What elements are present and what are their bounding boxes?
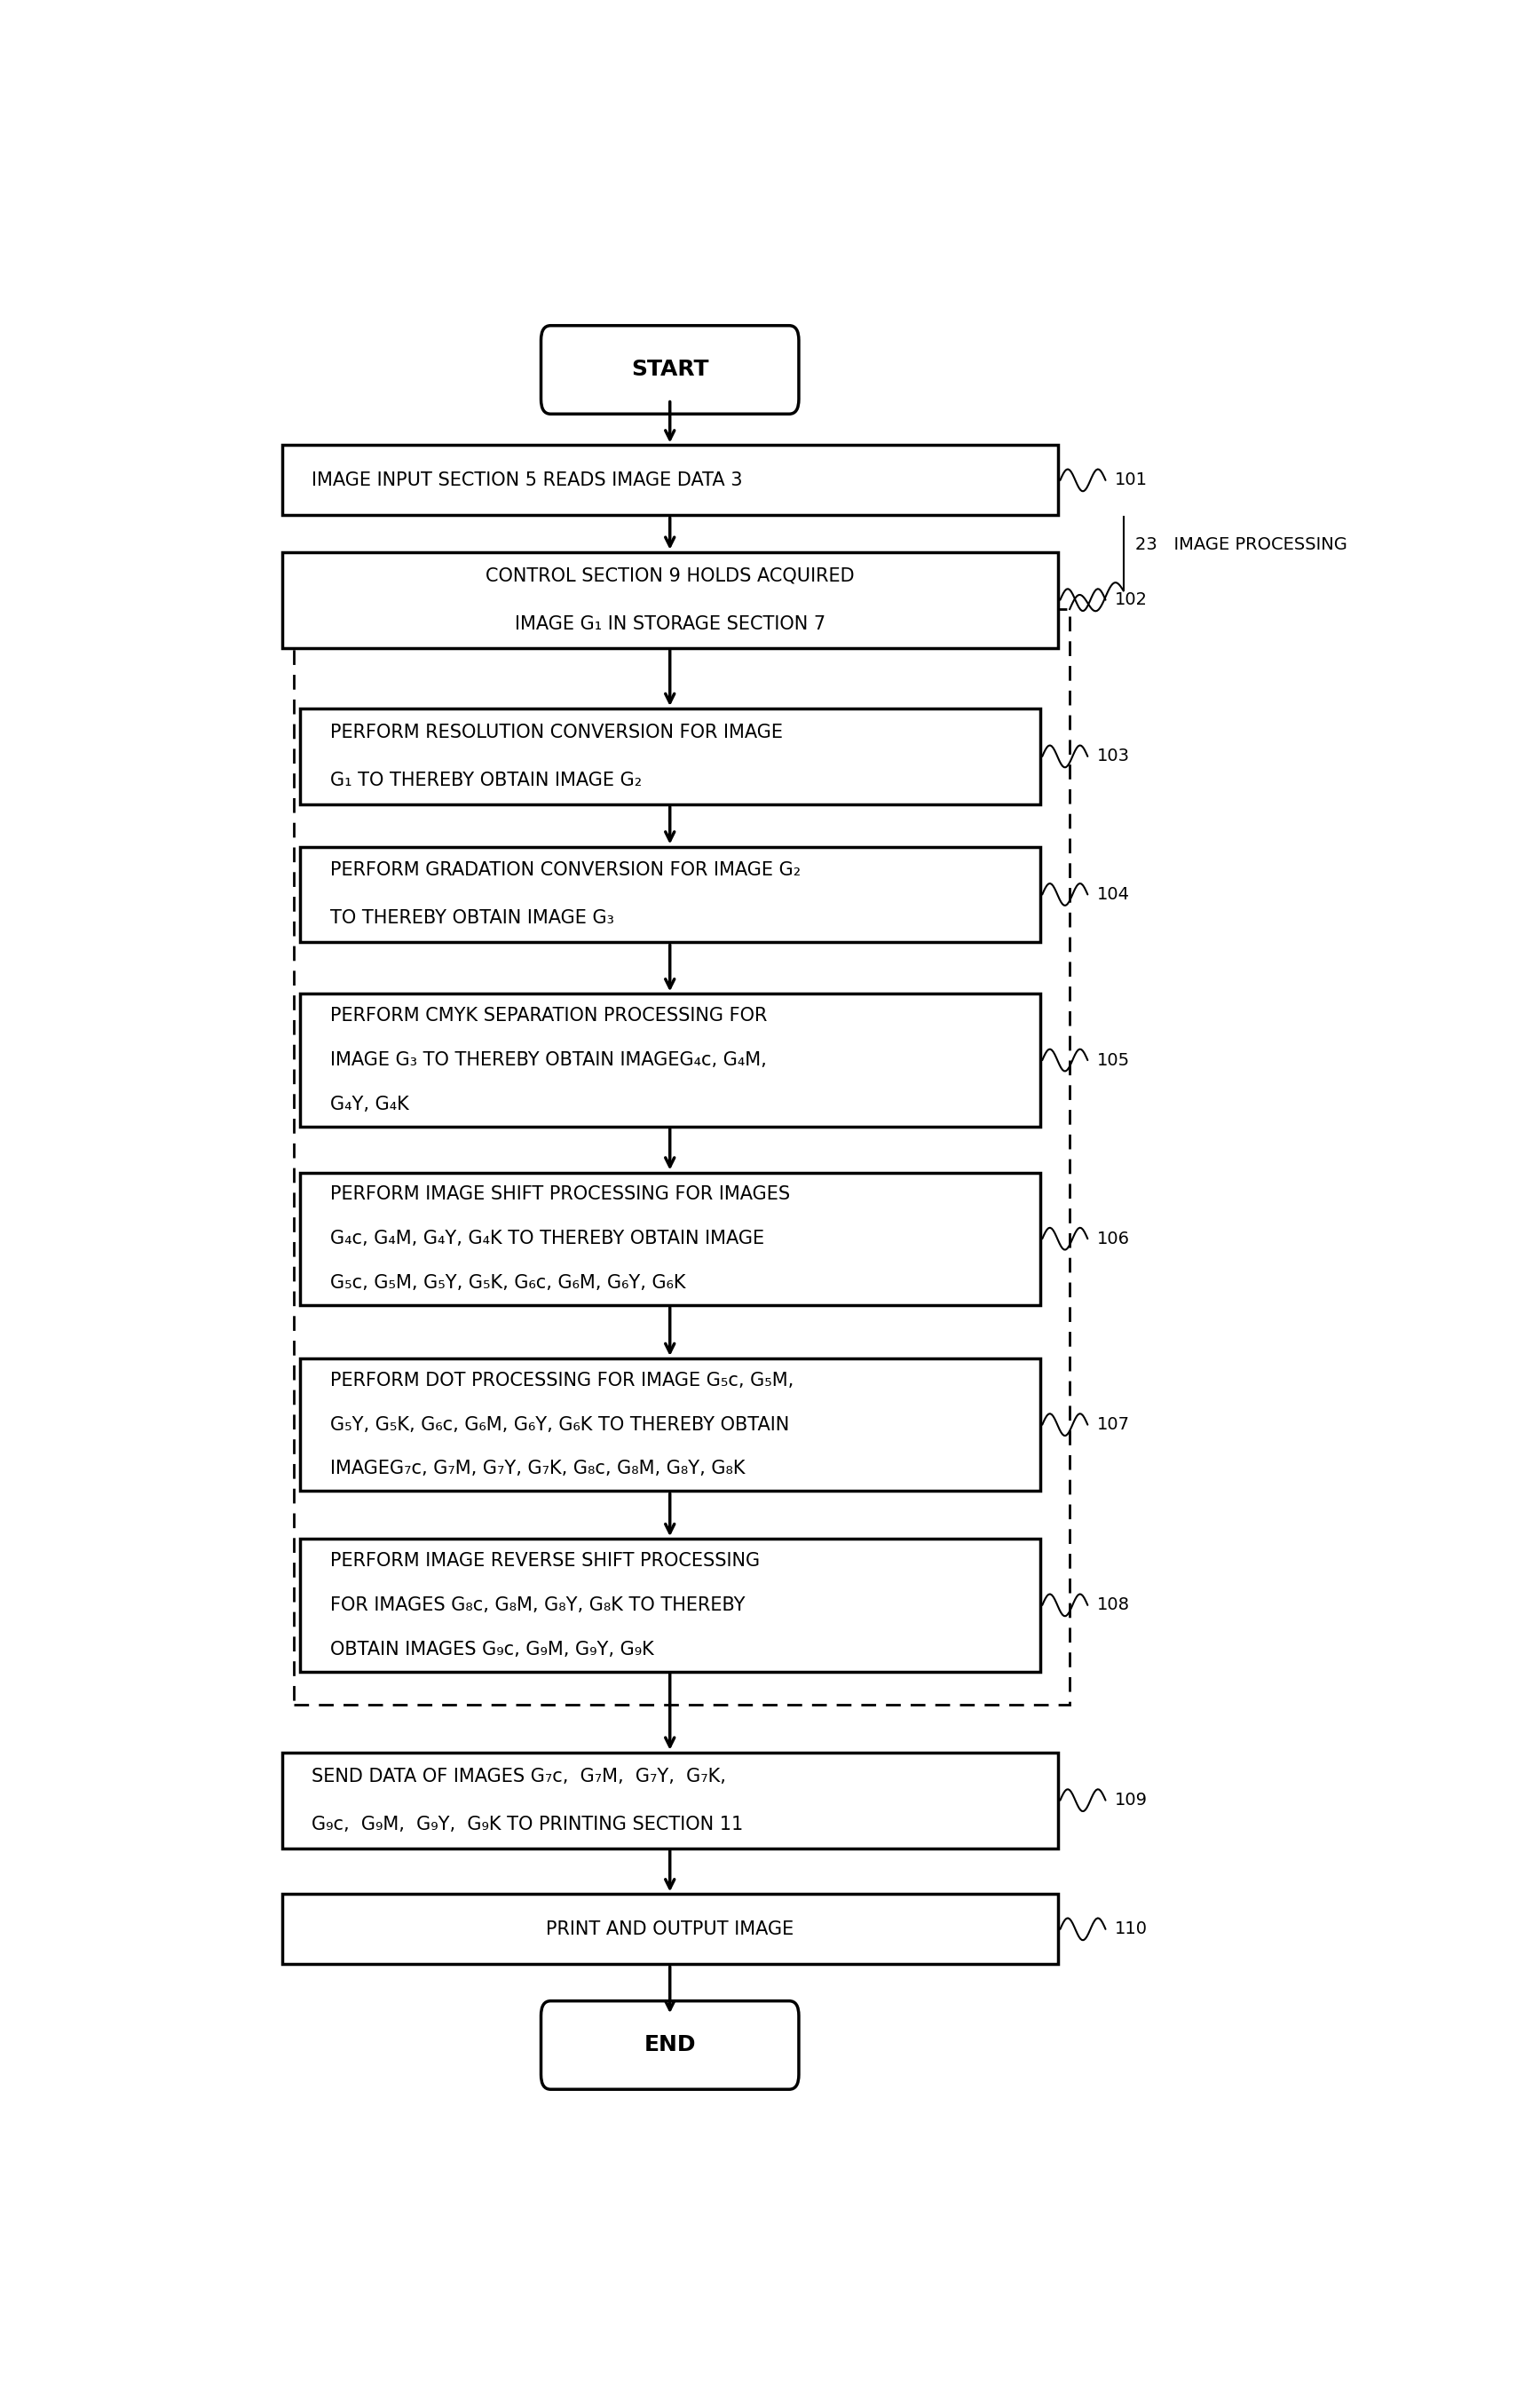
Bar <box>282 1753 1058 1848</box>
Bar <box>300 846 1040 942</box>
FancyBboxPatch shape <box>541 325 799 414</box>
Bar <box>300 1172 1040 1305</box>
Bar <box>294 610 1070 1705</box>
Text: PERFORM GRADATION CONVERSION FOR IMAGE G₂: PERFORM GRADATION CONVERSION FOR IMAGE G… <box>330 861 801 880</box>
Text: IMAGE G₁ IN STORAGE SECTION 7: IMAGE G₁ IN STORAGE SECTION 7 <box>514 614 825 634</box>
Text: PERFORM DOT PROCESSING FOR IMAGE G₅c, G₅M,: PERFORM DOT PROCESSING FOR IMAGE G₅c, G₅… <box>330 1372 793 1389</box>
Text: OBTAIN IMAGES G₉c, G₉M, G₉Y, G₉K: OBTAIN IMAGES G₉c, G₉M, G₉Y, G₉K <box>330 1640 653 1659</box>
Text: PERFORM CMYK SEPARATION PROCESSING FOR: PERFORM CMYK SEPARATION PROCESSING FOR <box>330 1007 767 1026</box>
Text: G₉c,  G₉M,  G₉Y,  G₉K TO PRINTING SECTION 11: G₉c, G₉M, G₉Y, G₉K TO PRINTING SECTION 1… <box>311 1815 744 1834</box>
Bar <box>300 995 1040 1126</box>
Text: PERFORM RESOLUTION CONVERSION FOR IMAGE: PERFORM RESOLUTION CONVERSION FOR IMAGE <box>330 724 782 741</box>
Text: END: END <box>644 2035 696 2056</box>
Text: 102: 102 <box>1115 591 1147 607</box>
Text: 107: 107 <box>1096 1415 1130 1432</box>
Text: 23   IMAGE PROCESSING: 23 IMAGE PROCESSING <box>1135 536 1348 552</box>
Text: PERFORM IMAGE REVERSE SHIFT PROCESSING: PERFORM IMAGE REVERSE SHIFT PROCESSING <box>330 1552 759 1571</box>
Text: 108: 108 <box>1096 1597 1130 1614</box>
Text: PERFORM IMAGE SHIFT PROCESSING FOR IMAGES: PERFORM IMAGE SHIFT PROCESSING FOR IMAGE… <box>330 1186 790 1203</box>
Text: 105: 105 <box>1096 1052 1130 1069</box>
Text: IMAGE G₃ TO THEREBY OBTAIN IMAGEG₄c, G₄M,: IMAGE G₃ TO THEREBY OBTAIN IMAGEG₄c, G₄M… <box>330 1052 767 1069</box>
Text: G₅Y, G₅K, G₆c, G₆M, G₆Y, G₆K TO THEREBY OBTAIN: G₅Y, G₅K, G₆c, G₆M, G₆Y, G₆K TO THEREBY … <box>330 1415 788 1435</box>
Text: 104: 104 <box>1096 887 1130 904</box>
Text: START: START <box>631 359 708 380</box>
Text: TO THEREBY OBTAIN IMAGE G₃: TO THEREBY OBTAIN IMAGE G₃ <box>330 909 613 928</box>
Bar <box>282 1894 1058 1963</box>
Text: IMAGE INPUT SECTION 5 READS IMAGE DATA 3: IMAGE INPUT SECTION 5 READS IMAGE DATA 3 <box>311 471 742 490</box>
Text: 101: 101 <box>1115 471 1147 488</box>
Text: 106: 106 <box>1096 1231 1130 1248</box>
Text: IMAGEG₇c, G₇M, G₇Y, G₇K, G₈c, G₈M, G₈Y, G₈K: IMAGEG₇c, G₇M, G₇Y, G₇K, G₈c, G₈M, G₈Y, … <box>330 1461 745 1478</box>
FancyBboxPatch shape <box>541 2001 799 2090</box>
Text: SEND DATA OF IMAGES G₇c,  G₇M,  G₇Y,  G₇K,: SEND DATA OF IMAGES G₇c, G₇M, G₇Y, G₇K, <box>311 1767 727 1786</box>
Bar <box>300 1540 1040 1671</box>
Text: 103: 103 <box>1096 748 1130 765</box>
Text: FOR IMAGES G₈c, G₈M, G₈Y, G₈K TO THEREBY: FOR IMAGES G₈c, G₈M, G₈Y, G₈K TO THEREBY <box>330 1597 745 1614</box>
Text: G₁ TO THEREBY OBTAIN IMAGE G₂: G₁ TO THEREBY OBTAIN IMAGE G₂ <box>330 772 642 789</box>
Text: G₄Y, G₄K: G₄Y, G₄K <box>330 1095 408 1114</box>
Bar <box>300 708 1040 803</box>
Bar <box>282 552 1058 648</box>
Text: 109: 109 <box>1115 1791 1147 1808</box>
Text: CONTROL SECTION 9 HOLDS ACQUIRED: CONTROL SECTION 9 HOLDS ACQUIRED <box>485 567 855 586</box>
Bar <box>282 445 1058 514</box>
Text: G₄c, G₄M, G₄Y, G₄K TO THEREBY OBTAIN IMAGE: G₄c, G₄M, G₄Y, G₄K TO THEREBY OBTAIN IMA… <box>330 1229 764 1248</box>
Text: PRINT AND OUTPUT IMAGE: PRINT AND OUTPUT IMAGE <box>547 1920 793 1939</box>
Text: 110: 110 <box>1115 1920 1147 1937</box>
Text: G₅c, G₅M, G₅Y, G₅K, G₆c, G₆M, G₆Y, G₆K: G₅c, G₅M, G₅Y, G₅K, G₆c, G₆M, G₆Y, G₆K <box>330 1274 685 1291</box>
Bar <box>300 1358 1040 1492</box>
